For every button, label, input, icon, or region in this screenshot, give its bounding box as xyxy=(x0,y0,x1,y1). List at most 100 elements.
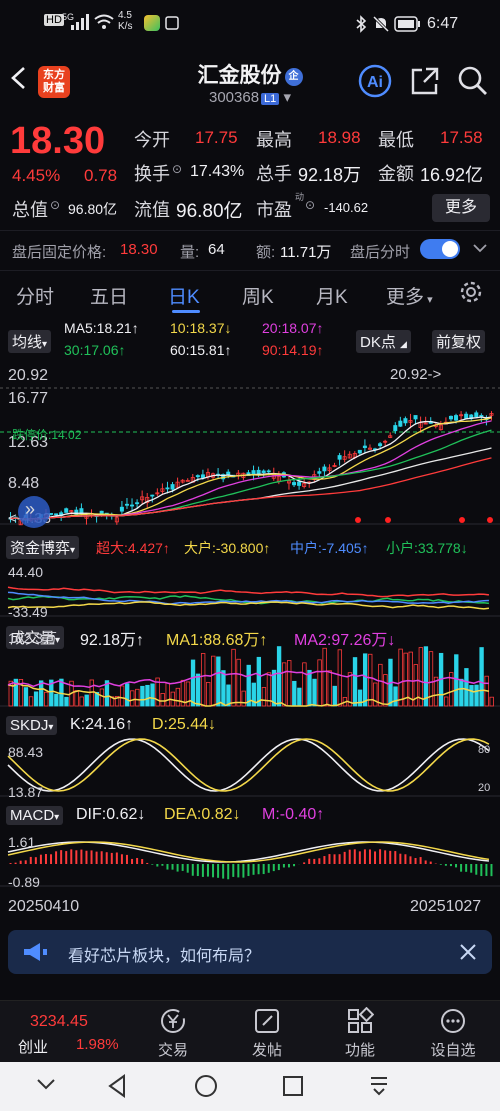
ma-selector-button[interactable]: 均线▾ xyxy=(8,330,52,353)
fund-flow-button[interactable]: 资金博弈▾ xyxy=(6,536,80,559)
candle-body xyxy=(251,470,256,475)
super-large-flow: 超大:4.427↑ xyxy=(96,540,170,556)
signal-dot xyxy=(487,517,493,523)
candle-body xyxy=(337,455,342,460)
macd-dea-line xyxy=(7,841,490,863)
share-icon[interactable] xyxy=(408,64,442,98)
candle-body xyxy=(226,471,231,476)
volume-indicator-button[interactable]: 成交量▾ xyxy=(6,626,65,649)
volume-bar xyxy=(276,646,282,707)
nav-trade[interactable]: 交易 xyxy=(138,1007,208,1060)
signal-dot xyxy=(355,517,361,523)
net-speed: 4.5 K/s xyxy=(118,10,133,32)
download-tray-icon[interactable] xyxy=(368,1074,390,1098)
last-price: 18.30 xyxy=(10,120,106,162)
candle-body xyxy=(342,456,347,460)
nav-watchlist[interactable]: 设自选 xyxy=(418,1007,488,1060)
level-badge: L1 xyxy=(261,93,280,105)
index-name: 创业 xyxy=(18,1039,49,1056)
stock-code[interactable]: 300368 L1 ▾ xyxy=(0,88,500,106)
candle-body xyxy=(448,415,453,420)
adjust-button[interactable]: 前复权 xyxy=(432,330,486,353)
volume-bar xyxy=(200,653,206,707)
volume-bar xyxy=(423,646,429,707)
pe-value: -140.62 xyxy=(324,200,369,215)
ma90-line xyxy=(10,457,492,520)
close-icon[interactable] xyxy=(458,942,478,962)
dk-point-button[interactable]: DK点 ◢ xyxy=(356,330,411,353)
home-circle-icon[interactable] xyxy=(194,1074,218,1098)
candle-body xyxy=(64,508,69,513)
y-tick-3: 12.63 xyxy=(8,434,49,451)
volume-bar xyxy=(216,656,221,707)
tab-more[interactable]: 更多 ▾ xyxy=(386,282,433,309)
volume-bar xyxy=(23,687,29,707)
skdj-button[interactable]: SKDJ▾ xyxy=(6,716,58,735)
macd-y-bottom: -0.89 xyxy=(8,874,40,890)
volume-label: 总手 xyxy=(256,164,292,184)
mktcap-value: 96.80亿 xyxy=(68,201,118,217)
gear-icon[interactable] xyxy=(458,279,484,305)
search-icon[interactable] xyxy=(456,64,490,98)
drawer-handle[interactable]: » xyxy=(18,496,50,528)
chevron-down-icon: ▾ xyxy=(55,635,61,646)
news-banner[interactable]: 看好芯片板块，如何布局？ xyxy=(8,930,492,974)
macd-button-label: MACD xyxy=(10,807,55,824)
megaphone-icon xyxy=(24,943,47,961)
info-icon[interactable]: ⊙ xyxy=(305,198,316,212)
candle-body xyxy=(200,474,205,478)
after-price-value: 18.30 xyxy=(120,241,158,258)
volume-bar xyxy=(454,654,459,707)
volume-bar xyxy=(165,682,170,707)
back-icon[interactable] xyxy=(8,66,32,90)
high-value: 18.98 xyxy=(318,128,361,147)
chevron-down-icon[interactable] xyxy=(36,1078,56,1092)
index-ticker[interactable]: 3234.45 创业 1.98% xyxy=(0,1001,130,1063)
ma30-value: 30:17.06↑ xyxy=(64,342,126,358)
candle-body xyxy=(367,447,372,450)
volume-bar xyxy=(145,684,150,707)
tab-more-label: 更多 xyxy=(386,287,425,308)
corner-arrow-icon: ◢ xyxy=(400,339,407,349)
candle-body xyxy=(413,415,418,420)
volume-bar xyxy=(38,680,44,707)
nav-functions[interactable]: 功能 xyxy=(325,1007,395,1060)
tab-monthly[interactable]: 月K xyxy=(316,287,348,308)
tab-daily[interactable]: 日K xyxy=(168,287,200,308)
change-amount: 0.78 xyxy=(84,166,118,185)
tab-intraday[interactable]: 分时 xyxy=(16,287,55,308)
macd-y-top: 1.61 xyxy=(8,834,36,850)
candle-body xyxy=(170,484,175,490)
more-quote-button[interactable]: 更多 xyxy=(432,194,490,222)
tab-weekly[interactable]: 周K xyxy=(242,287,274,308)
double-chevron-icon: » xyxy=(25,499,36,519)
recents-square-icon[interactable] xyxy=(282,1075,304,1097)
volume-bar xyxy=(352,657,358,707)
macd-button[interactable]: MACD▾ xyxy=(6,806,64,825)
turnover-label: 换手 xyxy=(134,164,170,184)
volume-bar xyxy=(489,696,494,707)
candle-body xyxy=(357,449,362,454)
nav-post[interactable]: 发帖 xyxy=(232,1007,302,1060)
skdj-y-bottom: 13.87 xyxy=(8,784,44,800)
volume-bar xyxy=(64,696,69,707)
volume-bar xyxy=(221,670,226,707)
volume-bar xyxy=(119,685,125,707)
tab-five-day[interactable]: 五日 xyxy=(90,287,129,308)
info-icon[interactable]: ⊙ xyxy=(172,162,183,176)
skdj-d-line xyxy=(7,738,490,792)
volume-ma1: MA1:88.68万↑ xyxy=(166,632,268,649)
chevron-down-icon[interactable] xyxy=(472,243,488,255)
candle-body xyxy=(408,420,413,423)
volume-bar xyxy=(332,685,337,707)
candle-body xyxy=(150,494,155,497)
chart-area[interactable]: 均线▾ MA5:18.21↑ 10:18.37↓ 20:18.07↑ 30:17… xyxy=(0,318,500,918)
stock-code-value: 300368 xyxy=(208,89,260,106)
enterprise-badge: 企 xyxy=(284,68,303,86)
after-hours-toggle[interactable] xyxy=(420,239,460,259)
back-triangle-icon[interactable] xyxy=(106,1074,128,1098)
ai-icon[interactable]: Ai xyxy=(358,64,392,98)
info-icon[interactable]: ⊙ xyxy=(50,198,61,212)
ma20-value: 20:18.07↑ xyxy=(262,320,324,336)
volume-bar xyxy=(114,696,120,707)
